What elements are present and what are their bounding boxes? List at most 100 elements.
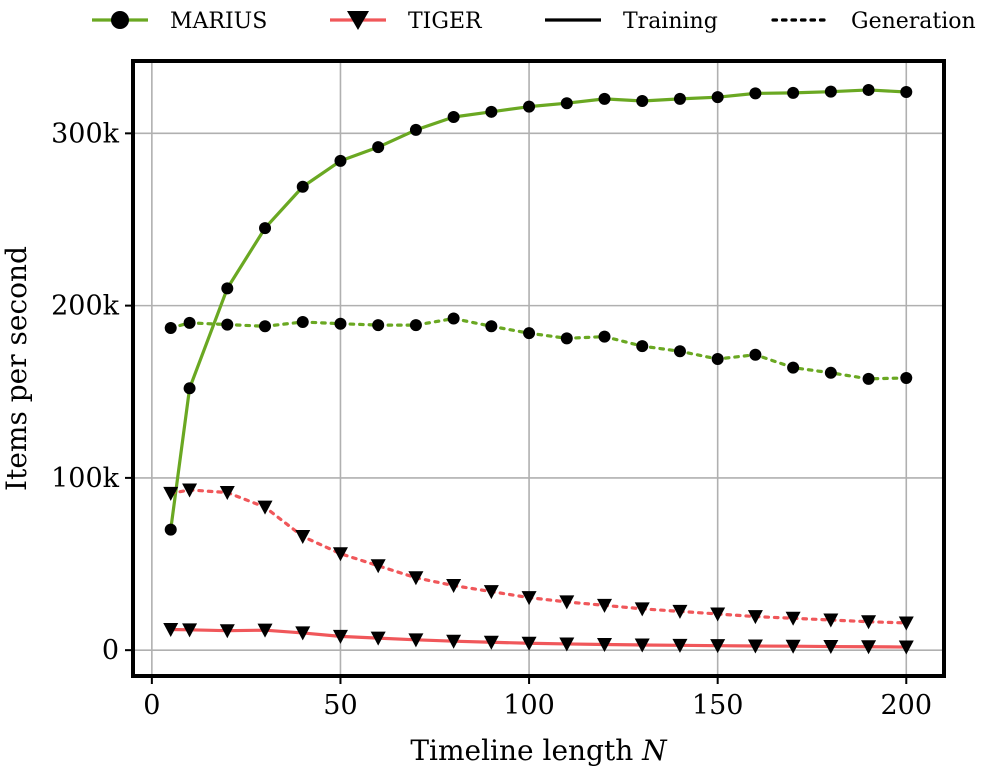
x-tick-label: 50 [323, 690, 357, 721]
data-point [163, 622, 179, 637]
data-point [747, 639, 763, 654]
data-point [636, 340, 649, 353]
data-point [521, 591, 537, 606]
legend-label: Generation [851, 9, 976, 34]
data-point [332, 629, 348, 644]
legend: MARIUS TIGER Training Generation [92, 9, 976, 34]
data-point [483, 585, 499, 600]
data-point [332, 547, 348, 562]
data-point [862, 372, 875, 385]
data-point [182, 483, 198, 498]
data-point [164, 322, 177, 335]
data-point [785, 639, 801, 654]
data-point [219, 486, 235, 501]
data-point [257, 623, 273, 638]
data-point [446, 579, 462, 594]
data-point [334, 154, 347, 167]
data-point [672, 638, 688, 653]
x-tick-label: 150 [692, 690, 744, 721]
plot-frame [131, 59, 946, 678]
x-axis-label-variable: N [641, 734, 668, 767]
legend-entry-marius: MARIUS [92, 9, 267, 34]
data-point [164, 523, 177, 536]
data-point [485, 320, 498, 333]
data-point [221, 318, 234, 331]
data-point [787, 86, 800, 99]
data-point [295, 626, 311, 641]
data-point [823, 613, 839, 628]
data-point [372, 141, 385, 154]
data-point [523, 327, 536, 340]
data-point [447, 110, 460, 123]
data-point [370, 559, 386, 574]
data-point [296, 180, 309, 193]
legend-label: Training [623, 9, 718, 34]
data-point [408, 571, 424, 586]
legend-label: MARIUS [170, 9, 267, 34]
data-point [259, 222, 272, 235]
data-point [861, 615, 877, 630]
data-point [861, 640, 877, 655]
data-point [636, 94, 649, 107]
data-point [711, 91, 724, 104]
data-point [409, 319, 422, 332]
data-point [334, 317, 347, 330]
data-point [559, 595, 575, 610]
data-point [370, 631, 386, 646]
y-tick-label: 300k [51, 118, 120, 149]
data-point [372, 319, 385, 332]
data-point [634, 602, 650, 617]
data-point [560, 97, 573, 110]
data-point [710, 639, 726, 654]
data-point [295, 529, 311, 544]
y-axis-label: Items per second [0, 246, 33, 491]
data-point [823, 640, 839, 655]
data-point [559, 637, 575, 652]
data-point [898, 616, 914, 631]
data-point [408, 633, 424, 648]
series-line [169, 488, 908, 625]
y-axis: 0 100k 200k 300k [51, 118, 133, 666]
legend-entry-training: Training [545, 9, 718, 34]
data-point [634, 638, 650, 653]
data-point [598, 92, 611, 105]
y-tick-label: 0 [102, 635, 119, 666]
data-point [259, 320, 272, 333]
data-point [900, 371, 913, 384]
data-point [597, 598, 613, 613]
data-point [710, 607, 726, 622]
grid [133, 61, 944, 676]
data-point [521, 636, 537, 651]
data-point [862, 83, 875, 96]
x-axis: 0 50 100 150 200 [143, 676, 932, 721]
data-point [898, 640, 914, 655]
series-layer [163, 83, 914, 655]
data-point [672, 604, 688, 619]
data-point [785, 611, 801, 626]
data-point [446, 634, 462, 649]
data-point [183, 382, 196, 395]
data-point [673, 345, 686, 358]
series-tiger-training [163, 622, 914, 655]
y-tick-label: 200k [51, 291, 120, 322]
data-point [749, 348, 762, 361]
data-point [673, 92, 686, 105]
series-tiger-generation [163, 483, 914, 631]
data-point [183, 316, 196, 329]
y-tick-label: 100k [51, 463, 120, 494]
data-point [560, 332, 573, 345]
data-point [824, 85, 837, 98]
data-point [221, 282, 234, 295]
data-point [597, 637, 613, 652]
legend-marker [111, 11, 129, 29]
data-point [711, 353, 724, 366]
x-tick-label: 100 [503, 690, 555, 721]
data-point [900, 86, 913, 99]
data-point [447, 312, 460, 325]
data-point [296, 315, 309, 328]
data-point [409, 123, 422, 136]
data-point [483, 635, 499, 650]
data-point [598, 330, 611, 343]
legend-entry-tiger: TIGER [330, 9, 483, 34]
